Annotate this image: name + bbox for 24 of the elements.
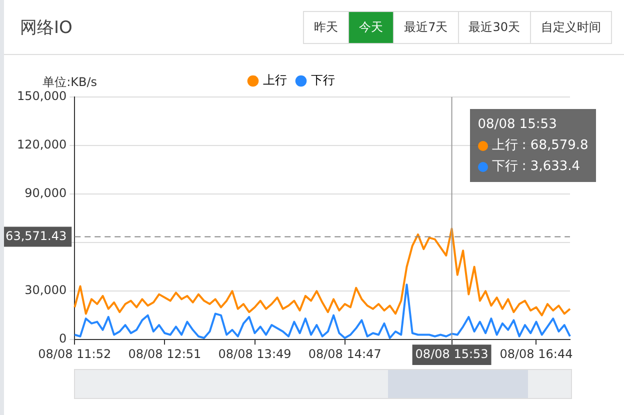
- y-tick-label: 120,000: [17, 138, 67, 152]
- legend-label: 上行: [263, 73, 287, 88]
- x-tick-label: 08/08 11:52: [38, 346, 112, 361]
- y-axis-title: 单位:KB/s: [42, 75, 98, 90]
- text: 自定义时间: [530, 10, 612, 44]
- y-tick-label: 30,000: [24, 283, 67, 298]
- annotation: 上行 : 68,579.8: [492, 137, 588, 155]
- annotation: 08/08 15:53: [478, 116, 557, 134]
- text: 最近30天: [458, 10, 531, 44]
- x-tick-label: 08/08 15:53: [415, 346, 488, 361]
- x-tick-label: 08/08 14:47: [308, 346, 382, 361]
- text: 今天: [348, 10, 394, 44]
- text: 最近7天: [393, 10, 459, 44]
- y-tick-label: 0: [58, 332, 67, 346]
- legend-label: 下行: [311, 73, 335, 88]
- y-tick-label: 90,000: [24, 186, 67, 200]
- text: 昨天: [303, 10, 350, 44]
- chart-title: 网络IO: [20, 16, 72, 38]
- y-tick-label: 150,000: [17, 89, 67, 104]
- x-tick-label: 08/08 13:49: [218, 346, 292, 361]
- x-tick-label: 08/08 16:44: [500, 346, 573, 361]
- annotation: 下行 : 3,633.4: [492, 158, 580, 176]
- x-tick-label: 08/08 12:51: [128, 346, 202, 361]
- ref-line-label: 63,571.43: [6, 228, 67, 243]
